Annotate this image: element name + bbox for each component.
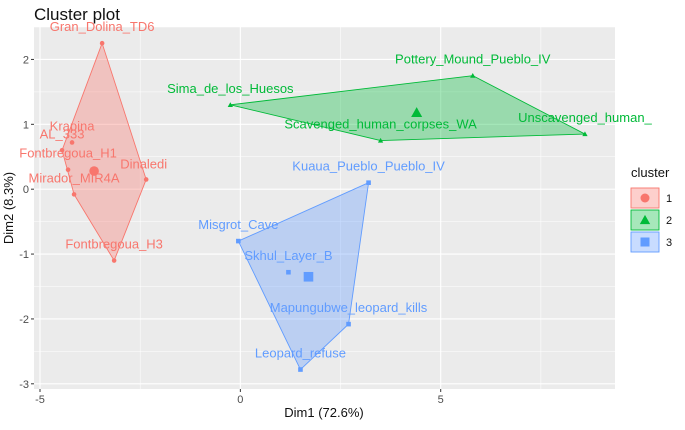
x-tick-label: -5 bbox=[35, 394, 45, 406]
point-label: Pottery_Mound_Pueblo_IV bbox=[395, 52, 551, 67]
cluster-2-point bbox=[377, 137, 384, 143]
legend-key-3-marker bbox=[640, 237, 650, 247]
axis-ticks: -5 0 5 -3 -2 -1 0 1 2 bbox=[19, 54, 444, 406]
point-label: Dinaledi bbox=[120, 156, 167, 171]
point-label: Skhul_Layer_B bbox=[244, 248, 332, 263]
point-label: Krapina bbox=[50, 118, 96, 133]
cluster-1-point bbox=[69, 140, 75, 145]
legend-key-1-marker bbox=[640, 193, 650, 203]
point-labels: Gran_Dolina_TD6KrapinaAL_333DinalediFont… bbox=[19, 19, 652, 360]
x-tick-label: 0 bbox=[237, 394, 243, 406]
cluster-1-point bbox=[143, 177, 149, 182]
cluster-3-point bbox=[298, 367, 303, 372]
point-label: AL_333 bbox=[40, 126, 85, 141]
cluster-1-point bbox=[99, 40, 105, 46]
data-points bbox=[59, 40, 588, 372]
y-tick-label: -1 bbox=[19, 249, 29, 261]
cluster-centroids bbox=[89, 107, 423, 282]
legend-key-2-marker bbox=[639, 214, 651, 225]
grid-major bbox=[34, 27, 615, 389]
cluster-3-point bbox=[366, 180, 371, 185]
y-tick-label: 0 bbox=[23, 184, 29, 196]
y-axis-label: Dim2 (8.3%) bbox=[1, 172, 16, 244]
cluster-2-point bbox=[227, 102, 233, 107]
cluster-3-point bbox=[236, 238, 241, 244]
y-tick-label: -3 bbox=[19, 379, 29, 391]
cluster-3-centroid bbox=[303, 271, 314, 282]
cluster-2-point bbox=[582, 131, 588, 137]
point-label: Unscavenged_human_ bbox=[518, 110, 652, 125]
point-label: Misgrot_Cave bbox=[198, 217, 278, 232]
cluster-3-point bbox=[346, 321, 351, 327]
chart-title: Cluster plot bbox=[34, 5, 120, 24]
legend-label-1: 1 bbox=[666, 193, 672, 205]
cluster-1-centroid bbox=[89, 166, 99, 176]
grid-minor bbox=[34, 26, 615, 389]
point-label: Mapungubwe_leopard_kills bbox=[270, 300, 428, 315]
cluster-1-point bbox=[59, 147, 65, 153]
point-label: Scavenged_human_corpses_WA bbox=[284, 117, 477, 132]
x-axis-label: Dim1 (72.6%) bbox=[284, 405, 363, 420]
y-tick-label: 2 bbox=[23, 54, 29, 66]
point-label: Fontbregoua_H3 bbox=[65, 237, 163, 252]
point-label: Gran_Dolina_TD6 bbox=[50, 19, 155, 34]
y-tick-label: 1 bbox=[23, 119, 29, 131]
cluster-1-point bbox=[71, 192, 77, 197]
cluster-1-point bbox=[65, 167, 71, 173]
x-tick-label: 5 bbox=[438, 394, 444, 406]
plot-panel bbox=[34, 27, 615, 389]
y-tick-label: -2 bbox=[19, 314, 29, 326]
point-label: Fontbregoua_H1 bbox=[19, 146, 117, 161]
cluster-1-hull bbox=[61, 42, 147, 261]
legend-label-2: 2 bbox=[666, 215, 672, 227]
point-label: Mirador_MIR4A bbox=[29, 170, 120, 185]
point-label: Leopard_refuse bbox=[255, 346, 346, 361]
legend: cluster 1 2 3 bbox=[630, 165, 672, 253]
legend-label-3: 3 bbox=[666, 237, 672, 249]
point-label: Sima_de_los_Huesos bbox=[167, 81, 294, 96]
legend-title: cluster bbox=[631, 165, 670, 180]
cluster-3-point bbox=[286, 269, 291, 275]
cluster-hulls bbox=[61, 42, 586, 370]
cluster-2-centroid bbox=[411, 107, 423, 118]
cluster-2-point bbox=[470, 73, 476, 78]
point-label: Kuaua_Pueblo_Pueblo_IV bbox=[292, 159, 445, 174]
cluster-1-point bbox=[111, 258, 117, 263]
